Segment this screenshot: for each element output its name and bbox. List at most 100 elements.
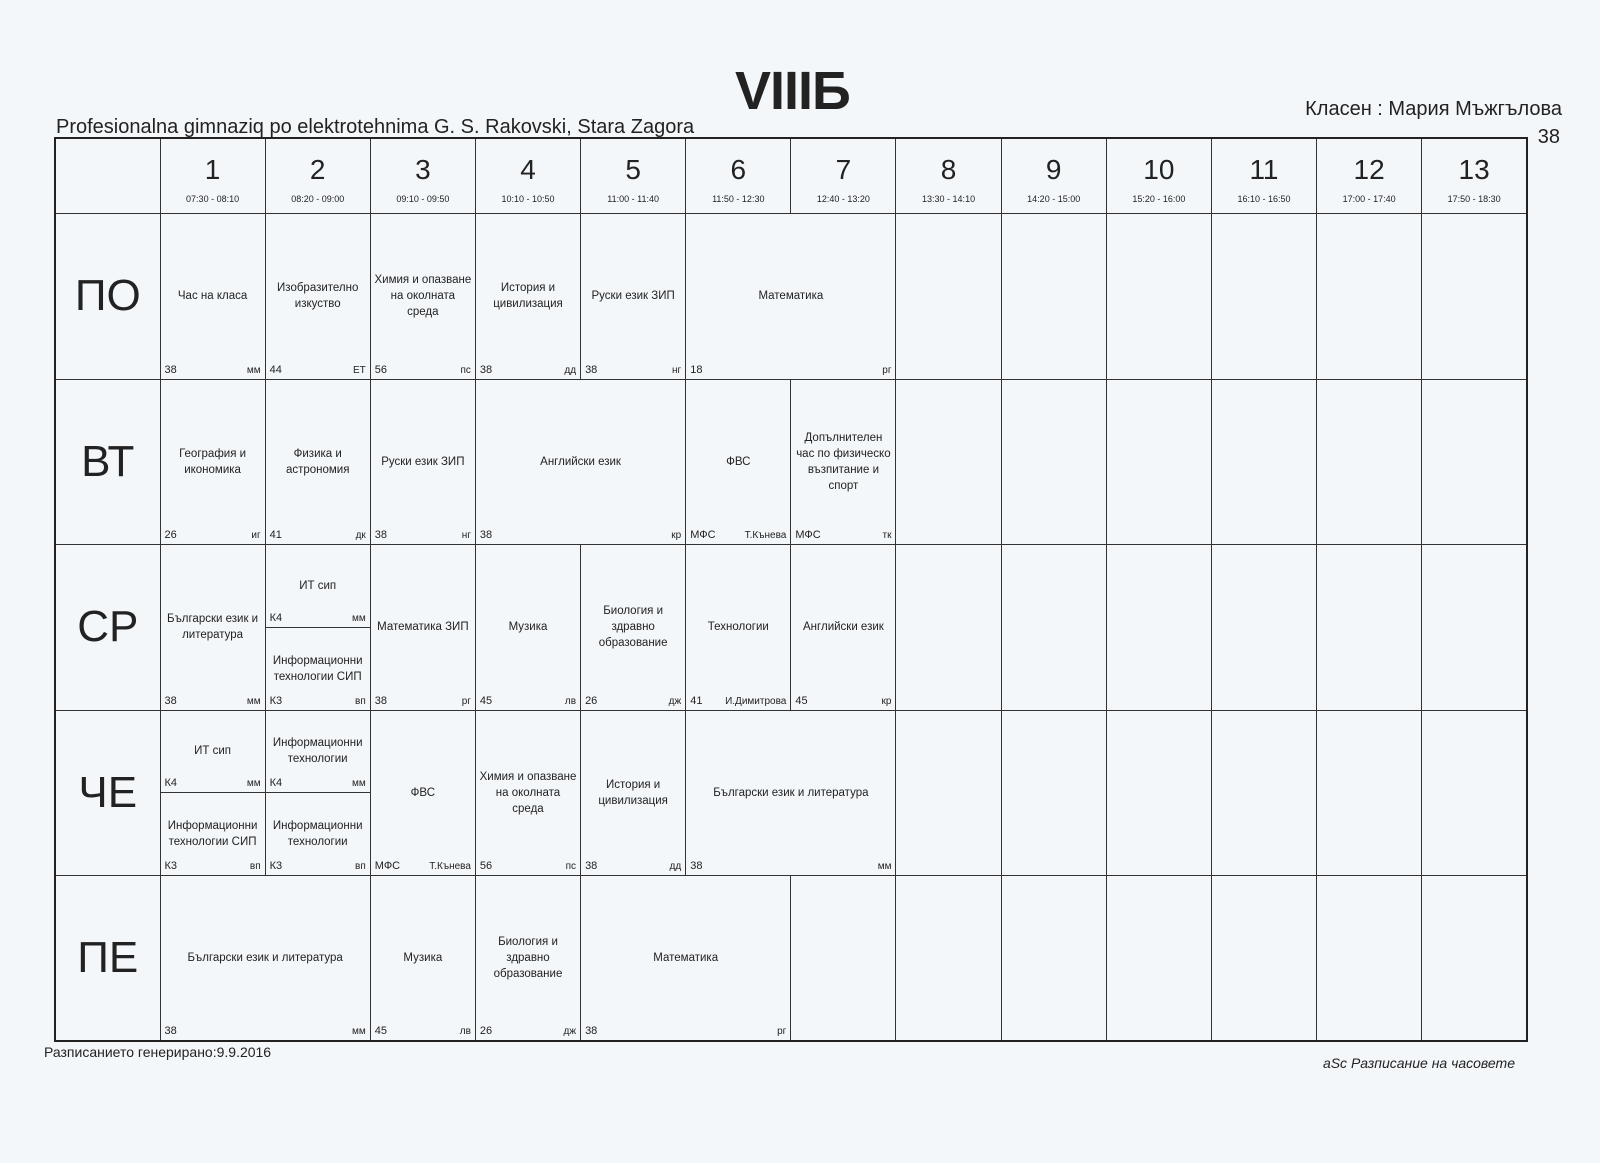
lesson-teacher: рг	[461, 695, 471, 707]
day-row: ВТ География и икономика 26 иг Физика и астр…	[54, 378, 1528, 545]
lesson-room: 38	[164, 694, 177, 707]
lesson-subject: Руски език ЗИП	[381, 455, 465, 468]
period-header: 8 13:30 - 14:10	[895, 137, 1002, 214]
empty-slot	[1210, 378, 1318, 545]
lesson-teacher: Т.Кънева	[744, 530, 787, 541]
lesson-room: МФС	[690, 529, 716, 541]
day-row: ЧЕ ИТ сип К4 мм Информационни технологии СИП…	[54, 709, 1528, 876]
lesson-teacher: дк	[355, 530, 366, 541]
lesson-cell: История и цивилизация 38 дд	[580, 709, 687, 876]
period-number: 5	[625, 154, 641, 185]
lesson-teacher: мм	[352, 612, 366, 624]
lesson-cell: Руски език ЗИП 38 нг	[580, 213, 687, 380]
empty-slot	[1421, 544, 1528, 711]
school-name: Profesionalna gimnaziq po elektrotehnima…	[56, 116, 695, 138]
lesson-subject: Български език и литература	[167, 613, 259, 642]
lesson-cell: ИТ сип К4 мм Информационни технологии СИП К3…	[159, 709, 266, 876]
lesson-room: К3	[269, 694, 283, 707]
period-header: 1 07:30 - 08:10	[159, 137, 266, 214]
empty-slot	[1105, 213, 1212, 380]
period-header: 10 15:20 - 16:00	[1105, 137, 1212, 214]
period-time: 09:10 - 09:50	[396, 194, 450, 204]
lesson-subject: ФВС	[410, 786, 436, 799]
lesson-room: 41	[690, 694, 703, 707]
lesson-cell: Математика 18 рг	[685, 213, 897, 380]
lesson-teacher: мм	[246, 364, 261, 376]
generated-date: Разписанието генерирано:9.9.2016	[44, 1044, 272, 1060]
lesson-subject: Биология и здравно образование	[493, 936, 563, 980]
lesson-subject: Изобразително изкуство	[277, 282, 359, 311]
empty-slot	[1105, 875, 1212, 1042]
class-name: VIIIБ	[735, 61, 851, 121]
lesson-teacher: тк	[882, 530, 892, 541]
lesson-room: 56	[374, 363, 388, 376]
lesson-teacher: нг	[461, 530, 471, 541]
period-header-row: 1 07:30 - 08:10 2 08:20 - 09:00 3 09:10 - 09:…	[54, 137, 1528, 214]
period-header: 3 09:10 - 09:50	[369, 137, 476, 214]
lesson-room: 41	[269, 529, 282, 541]
lesson-subject: Музика	[508, 621, 548, 634]
software-credit: aSc Разписание на часовете	[1322, 1055, 1515, 1071]
timetable: 1 07:30 - 08:10 2 08:20 - 09:00 3 09:10 - 09:…	[54, 137, 1528, 1042]
empty-slot	[1210, 544, 1318, 711]
lesson-subject: Информационни технологии СИП	[272, 654, 363, 683]
lesson-cell: Музика 45 лв	[369, 875, 476, 1042]
empty-slot	[1316, 378, 1423, 545]
lesson-cell: Английски език 45 кр	[790, 544, 897, 711]
period-number: 7	[835, 154, 852, 185]
lesson-cell: История и цивилизация 38 дд	[474, 213, 582, 380]
day-label: ПЕ	[54, 875, 161, 1042]
empty-slot	[1316, 213, 1423, 380]
empty-slot	[1105, 378, 1212, 545]
lesson-room: К4	[164, 777, 178, 790]
lesson-room: К3	[269, 860, 283, 872]
lesson-subject: Математика	[758, 290, 824, 303]
period-header: 5 11:00 - 11:40	[580, 137, 687, 214]
lesson-room: 56	[479, 860, 493, 872]
class-room: 38	[1537, 126, 1560, 148]
lesson-teacher: мм	[877, 861, 892, 872]
lesson-room: 38	[374, 694, 388, 707]
period-number: 1	[204, 154, 221, 185]
period-header: 2 08:20 - 09:00	[264, 137, 371, 214]
lesson-teacher: рг	[777, 1026, 787, 1037]
empty-slot	[1000, 378, 1107, 545]
lesson-cell: Математика ЗИП 38 рг	[369, 544, 476, 711]
period-time: 16:10 - 16:50	[1237, 194, 1291, 204]
lesson-teacher: иг	[251, 530, 261, 541]
period-number: 3	[415, 154, 431, 185]
lesson-teacher: вп	[355, 861, 366, 872]
empty-slot	[895, 875, 1002, 1042]
lesson-subject: Английски език	[803, 621, 884, 634]
day-label: ВТ	[54, 378, 161, 545]
period-time: 07:30 - 08:10	[186, 194, 240, 204]
class-teacher: Класен : Мария Мъжгълова	[1305, 98, 1562, 120]
lesson-cell: Български език и литература 38 мм	[685, 709, 897, 876]
empty-slot	[1000, 213, 1107, 380]
lesson-room: 38	[374, 529, 388, 541]
lesson-teacher: мм	[246, 778, 261, 790]
lesson-cell: Английски език 38 кр	[474, 378, 687, 545]
lesson-room: 45	[479, 694, 493, 707]
period-time: 17:00 - 17:40	[1342, 194, 1396, 204]
empty-slot	[1421, 213, 1528, 380]
period-number: 4	[520, 154, 536, 185]
lesson-teacher: пс	[460, 364, 471, 376]
lesson-subject: ИТ сип	[299, 579, 337, 592]
period-number: 9	[1045, 154, 1062, 185]
lesson-cell: Руски език ЗИП 38 нг	[369, 378, 476, 545]
empty-slot	[1210, 875, 1318, 1042]
lesson-cell: Математика 38 рг	[580, 875, 792, 1042]
lesson-teacher: дд	[564, 364, 577, 376]
lesson-subject: Английски език	[540, 455, 621, 468]
day-label: ЧЕ	[54, 709, 161, 876]
empty-slot	[1421, 875, 1528, 1042]
lesson-teacher: ЕТ	[353, 364, 366, 376]
lesson-group: Информационни технологии К3 вп	[265, 792, 370, 875]
lesson-room: 38	[164, 1025, 177, 1037]
lesson-cell: Информационни технологии К4 мм Информационн…	[264, 709, 371, 876]
lesson-cell: Допълнителен час по физическо възпитание…	[790, 378, 897, 545]
lesson-cell: Български език и литература 38 мм	[159, 544, 266, 711]
lesson-subject: Химия и опазване на околната среда	[374, 274, 472, 319]
lesson-room: 26	[164, 529, 177, 541]
